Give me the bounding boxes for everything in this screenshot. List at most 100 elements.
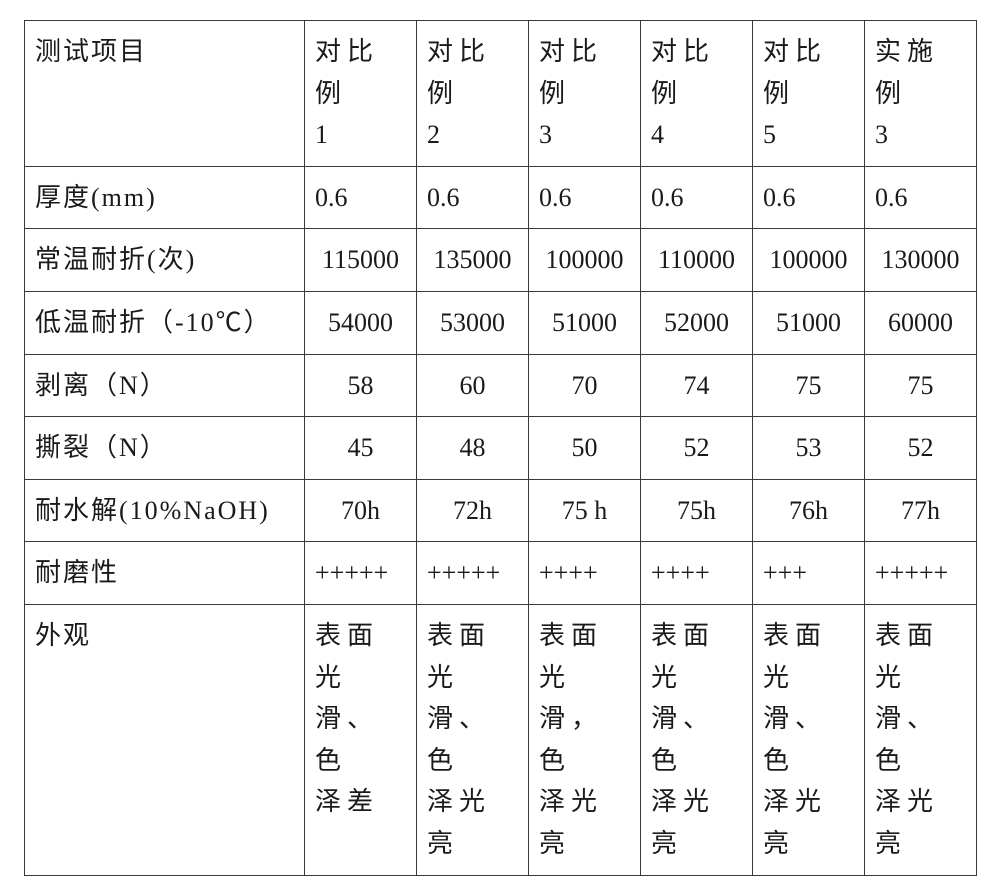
cell: 0.6 [641, 166, 753, 229]
cell: 表面光 滑、色 泽光亮 [865, 604, 977, 875]
cell-line: 表面光 [427, 621, 491, 692]
cell: +++ [753, 542, 865, 605]
header-text: 对比例 [539, 37, 603, 108]
cell: 75 [753, 354, 865, 417]
cell: 0.6 [753, 166, 865, 229]
cell: 52 [641, 417, 753, 480]
cell: 75 [865, 354, 977, 417]
header-text: 2 [427, 120, 446, 149]
cell: 54000 [305, 291, 417, 354]
cell-line: 泽光亮 [651, 787, 715, 858]
cell-line: 滑、色 [427, 704, 491, 775]
cell: +++++ [417, 542, 529, 605]
table-row: 测试项目 对比例 1 对比例 2 对比例 3 对比例 4 对比例 5 实施例 3 [25, 21, 977, 167]
cell: 75h [641, 479, 753, 542]
table-row: 常温耐折(次) 115000 135000 100000 110000 1000… [25, 229, 977, 292]
row-label: 撕裂（N） [25, 417, 305, 480]
row-label: 厚度(mm) [25, 166, 305, 229]
table-row: 耐磨性 +++++ +++++ ++++ ++++ +++ +++++ [25, 542, 977, 605]
cell: 72h [417, 479, 529, 542]
cell: 表面光 滑，色 泽光亮 [529, 604, 641, 875]
cell-line: 滑、色 [315, 704, 379, 775]
row-label: 耐水解(10%NaOH) [25, 479, 305, 542]
cell: 58 [305, 354, 417, 417]
cell: 75 h [529, 479, 641, 542]
cell: 70 [529, 354, 641, 417]
cell: 52000 [641, 291, 753, 354]
table-row: 撕裂（N） 45 48 50 52 53 52 [25, 417, 977, 480]
cell-line: 泽光亮 [763, 787, 827, 858]
row-label: 耐磨性 [25, 542, 305, 605]
table-row: 厚度(mm) 0.6 0.6 0.6 0.6 0.6 0.6 [25, 166, 977, 229]
cell: 110000 [641, 229, 753, 292]
cell: ++++ [641, 542, 753, 605]
cell: 表面光 滑、色 泽光亮 [753, 604, 865, 875]
cell: ++++ [529, 542, 641, 605]
header-cell: 对比例 4 [641, 21, 753, 167]
cell: 50 [529, 417, 641, 480]
header-text: 3 [875, 120, 894, 149]
cell: +++++ [305, 542, 417, 605]
cell: 53000 [417, 291, 529, 354]
cell: 0.6 [305, 166, 417, 229]
header-text: 对比例 [651, 37, 715, 108]
row-label: 低温耐折（-10℃） [25, 291, 305, 354]
table-row: 低温耐折（-10℃） 54000 53000 51000 52000 51000… [25, 291, 977, 354]
cell-line: 泽光亮 [539, 787, 603, 858]
header-cell: 对比例 3 [529, 21, 641, 167]
data-table: 测试项目 对比例 1 对比例 2 对比例 3 对比例 4 对比例 5 实施例 3… [24, 20, 977, 876]
row-label: 剥离（N） [25, 354, 305, 417]
cell: 51000 [753, 291, 865, 354]
cell: 76h [753, 479, 865, 542]
cell-line: 表面光 [651, 621, 715, 692]
table-row: 剥离（N） 58 60 70 74 75 75 [25, 354, 977, 417]
cell: 100000 [753, 229, 865, 292]
cell: 74 [641, 354, 753, 417]
header-text: 对比例 [315, 37, 379, 108]
header-cell: 对比例 1 [305, 21, 417, 167]
cell-line: 滑，色 [539, 704, 603, 775]
cell: 115000 [305, 229, 417, 292]
header-text: 5 [763, 120, 782, 149]
cell-line: 滑、色 [763, 704, 827, 775]
cell: 60 [417, 354, 529, 417]
header-text: 对比例 [763, 37, 827, 108]
row-label: 外观 [25, 604, 305, 875]
cell: 0.6 [529, 166, 641, 229]
cell: 130000 [865, 229, 977, 292]
header-cell: 实施例 3 [865, 21, 977, 167]
cell-line: 滑、色 [875, 704, 939, 775]
cell-line: 表面光 [539, 621, 603, 692]
header-text: 3 [539, 120, 558, 149]
cell-line: 滑、色 [651, 704, 715, 775]
cell: 51000 [529, 291, 641, 354]
cell: 0.6 [865, 166, 977, 229]
cell: 100000 [529, 229, 641, 292]
cell-line: 泽光亮 [875, 787, 939, 858]
cell: 0.6 [417, 166, 529, 229]
cell: 60000 [865, 291, 977, 354]
table-row: 外观 表面光 滑、色 泽差 表面光 滑、色 泽光亮 表面光 滑，色 泽光亮 表面… [25, 604, 977, 875]
cell: 表面光 滑、色 泽光亮 [641, 604, 753, 875]
header-text: 4 [651, 120, 670, 149]
header-text: 1 [315, 120, 334, 149]
cell-line: 泽光亮 [427, 787, 491, 858]
cell: 77h [865, 479, 977, 542]
table-row: 耐水解(10%NaOH) 70h 72h 75 h 75h 76h 77h [25, 479, 977, 542]
header-cell: 对比例 2 [417, 21, 529, 167]
table-wrapper: 测试项目 对比例 1 对比例 2 对比例 3 对比例 4 对比例 5 实施例 3… [0, 0, 1000, 896]
header-text: 实施例 [875, 37, 939, 108]
header-cell: 对比例 5 [753, 21, 865, 167]
cell: 48 [417, 417, 529, 480]
cell: +++++ [865, 542, 977, 605]
cell: 表面光 滑、色 泽光亮 [417, 604, 529, 875]
cell-line: 表面光 [315, 621, 379, 692]
row-label: 常温耐折(次) [25, 229, 305, 292]
cell: 70h [305, 479, 417, 542]
cell: 135000 [417, 229, 529, 292]
cell-line: 表面光 [763, 621, 827, 692]
header-text: 对比例 [427, 37, 491, 108]
cell: 45 [305, 417, 417, 480]
cell: 53 [753, 417, 865, 480]
header-cell: 测试项目 [25, 21, 305, 167]
